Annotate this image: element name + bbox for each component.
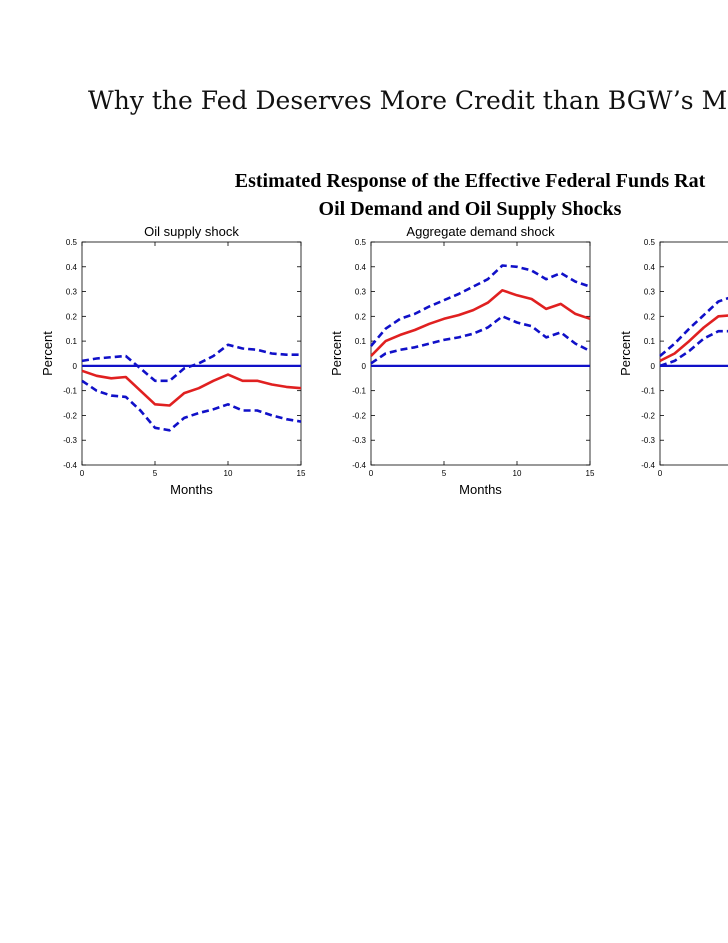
x-tick-label: 0	[80, 469, 85, 478]
y-tick-label: 0.5	[66, 238, 78, 247]
x-tick-label: 10	[224, 469, 233, 478]
panel-title: Oil supply shock	[144, 224, 239, 239]
y-tick-label: -0.3	[641, 436, 655, 445]
y-tick-label: 0.1	[644, 337, 656, 346]
x-tick-label: 5	[442, 469, 447, 478]
y-tick-label: -0.2	[641, 411, 655, 420]
y-tick-label: 0.1	[355, 337, 367, 346]
response-line	[81, 369, 302, 407]
figure-subtitle: Estimated Response of the Effective Fede…	[0, 167, 728, 223]
slide-title: Why the Fed Deserves More Credit than BG…	[88, 86, 728, 115]
y-tick-label: -0.2	[63, 411, 77, 420]
y-tick-label: 0.4	[644, 263, 656, 272]
y-tick-label: 0.3	[355, 288, 367, 297]
x-tick-label: 15	[586, 469, 595, 478]
y-tick-label: -0.4	[641, 461, 655, 470]
upper-confidence-band	[81, 343, 301, 383]
y-tick-label: 0	[362, 362, 367, 371]
plot-frame	[370, 241, 591, 466]
response-line	[370, 288, 591, 357]
y-tick-label: 0.2	[355, 312, 367, 321]
x-tick-label: 0	[369, 469, 374, 478]
y-tick-label: 0	[651, 362, 656, 371]
x-axis-label: Months	[459, 482, 502, 497]
figure-subtitle-line-2: Oil Demand and Oil Supply Shocks	[318, 198, 622, 220]
y-tick-label: -0.3	[63, 436, 77, 445]
y-axis-label: Percent	[329, 331, 344, 376]
chart-panel-2: -0.4 -0.3 -0.2 -0.1 0 0.1 0.2 0.3 0.4 0.5 0 5 10 15 Ag…	[329, 224, 595, 497]
y-tick-label: 0.4	[66, 263, 78, 272]
y-tick-label: -0.2	[352, 411, 366, 420]
y-tick-label: -0.4	[63, 461, 77, 470]
x-tick-label: 0	[658, 469, 663, 478]
y-tick-label: -0.4	[352, 461, 366, 470]
x-tick-label: 5	[153, 469, 158, 478]
plot-frame	[659, 241, 728, 466]
figure-subtitle-line-1: Estimated Response of the Effective Fede…	[234, 170, 706, 192]
y-tick-label: 0.2	[644, 312, 656, 321]
y-tick-label: -0.1	[641, 387, 655, 396]
chart-panel-3: -0.4-0.3-0.2-0.100.10.20.30.40.50Oil-spe…	[618, 238, 728, 478]
y-tick-label: 0.4	[355, 263, 367, 272]
y-tick-label: 0.5	[355, 238, 367, 247]
y-tick-label: -0.1	[352, 387, 366, 396]
response-line	[659, 314, 728, 363]
x-axis-label: Months	[170, 482, 213, 497]
y-tick-label: 0.5	[644, 238, 656, 247]
y-tick-label: 0	[73, 362, 78, 371]
panel-title: Aggregate demand shock	[406, 224, 555, 239]
y-axis-label: Percent	[40, 331, 55, 376]
chart-panel-1: -0.4 -0.3 -0.2 -0.1 0 0.1 0.2 0.3 0.4 0.5 0 5 10 15 Oi…	[40, 224, 306, 497]
upper-confidence-band	[659, 296, 728, 357]
y-axis-label: Percent	[618, 331, 633, 376]
plot-frame	[81, 241, 302, 466]
y-tick-label: 0.1	[66, 337, 78, 346]
y-tick-label: 0.3	[66, 288, 78, 297]
x-tick-label: 15	[297, 469, 306, 478]
y-tick-label: -0.1	[63, 387, 77, 396]
x-tick-label: 10	[513, 469, 522, 478]
y-tick-label: 0.2	[66, 312, 78, 321]
y-tick-label: -0.3	[352, 436, 366, 445]
lower-confidence-band	[370, 314, 591, 365]
y-tick-label: 0.3	[644, 288, 656, 297]
upper-confidence-band	[370, 264, 591, 347]
